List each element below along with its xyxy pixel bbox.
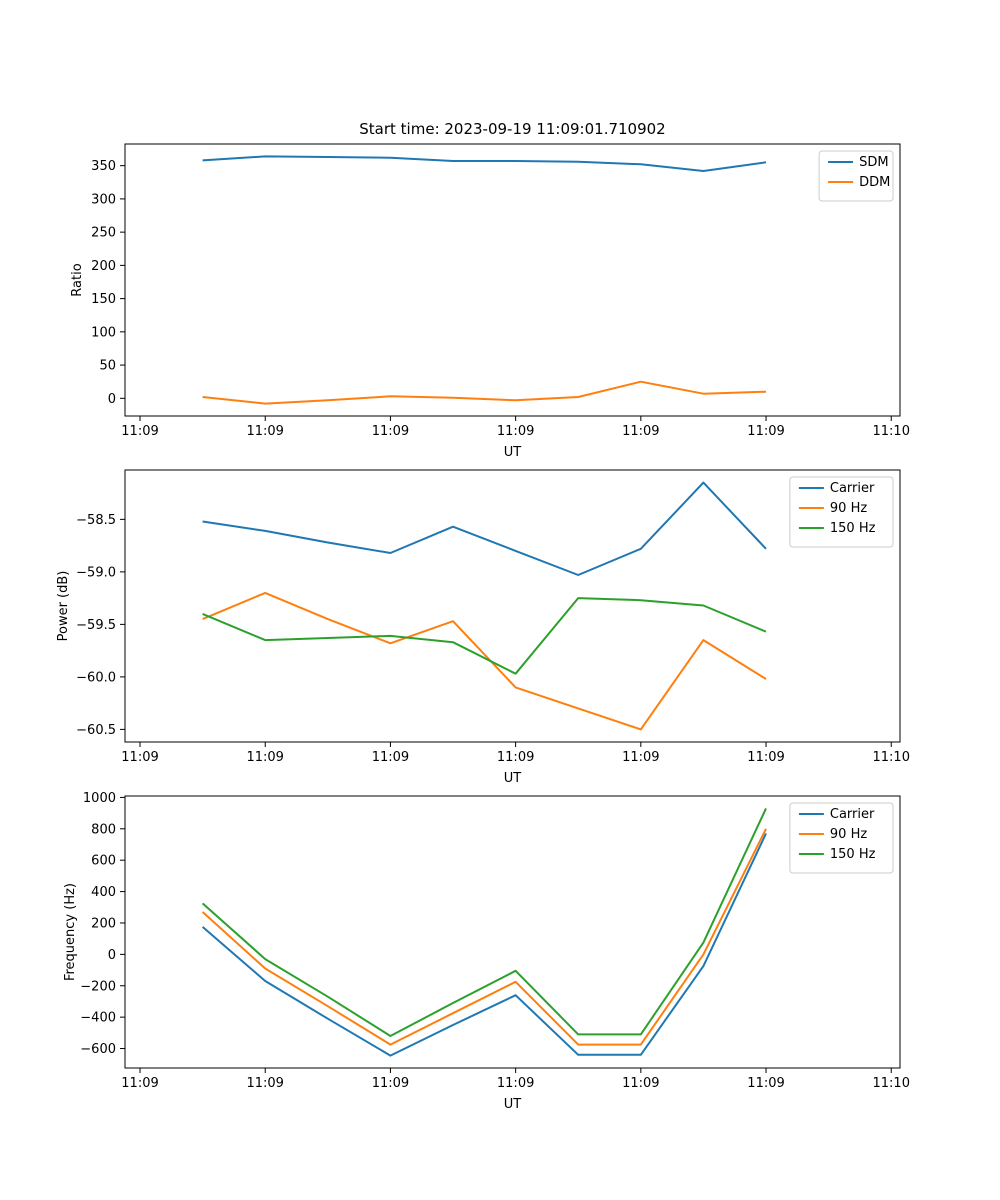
y-tick-label: 800 xyxy=(91,822,116,837)
legend: Carrier 90 Hz 150 Hz xyxy=(789,476,894,548)
y-tick-label: 0 xyxy=(108,392,116,407)
x-tick-label: 11:09 xyxy=(372,424,409,439)
y-tick-label: −58.5 xyxy=(76,513,116,528)
y-tick-label: 600 xyxy=(91,854,116,869)
x-tick-label: 11:09 xyxy=(747,1076,784,1091)
legend-frame xyxy=(789,476,894,548)
y-tick-label: −59.5 xyxy=(76,618,116,633)
series-line-90-hz xyxy=(202,591,767,731)
y-tick-label: 1000 xyxy=(83,791,116,806)
legend-label: SDM xyxy=(859,155,888,170)
axes-frame xyxy=(124,469,901,743)
x-tick-label: 11:09 xyxy=(622,424,659,439)
y-axis-label: Ratio xyxy=(70,263,85,296)
x-tick-label: 11:10 xyxy=(873,750,910,765)
legend-label: 150 Hz xyxy=(830,847,876,862)
x-tick-label: 11:09 xyxy=(622,750,659,765)
y-tick-label: −400 xyxy=(80,1011,116,1026)
y-axis-label: Power (dB) xyxy=(56,571,71,642)
y-tick-label: −59.0 xyxy=(76,565,116,580)
y-tick-label: 400 xyxy=(91,885,116,900)
x-axis-label: UT xyxy=(504,445,522,460)
series-line-sdm xyxy=(202,155,767,172)
legend-label: 90 Hz xyxy=(830,501,867,516)
y-tick-label: −60.0 xyxy=(76,670,116,685)
series-line-90-hz xyxy=(201,828,767,1046)
y-tick-label: 200 xyxy=(91,916,116,931)
legend-label: DDM xyxy=(859,175,890,190)
legend: SDM DDM xyxy=(818,150,894,202)
x-tick-label: 11:09 xyxy=(246,750,283,765)
legend-label: Carrier xyxy=(830,481,875,496)
x-tick-label: 11:10 xyxy=(873,424,910,439)
subplot-2: 11:09 11:09 11:09 11:09 11:09 11:09 11:10 −60.5… xyxy=(56,469,910,786)
y-tick-label: 350 xyxy=(91,159,116,174)
series-line-carrier xyxy=(201,833,767,1057)
y-tick-label: −200 xyxy=(80,979,116,994)
x-axis-label: UT xyxy=(504,771,522,786)
y-tick-label: 300 xyxy=(91,192,116,207)
y-tick-label: 200 xyxy=(91,259,116,274)
legend-label: 150 Hz xyxy=(830,521,876,536)
x-tick-label: 11:09 xyxy=(246,424,283,439)
legend-label: Carrier xyxy=(830,807,875,822)
x-axis-label: UT xyxy=(504,1097,522,1112)
x-tick-label: 11:09 xyxy=(747,750,784,765)
x-tick-label: 11:09 xyxy=(497,1076,534,1091)
legend-frame xyxy=(818,150,894,202)
y-axis-label: Frequency (Hz) xyxy=(63,883,78,981)
y-tick-label: 50 xyxy=(99,359,116,374)
x-tick-label: 11:09 xyxy=(121,424,158,439)
axes-frame xyxy=(124,795,901,1069)
y-tick-label: −60.5 xyxy=(76,723,116,738)
legend-label: 90 Hz xyxy=(830,827,867,842)
series-line-150-hz xyxy=(202,597,767,675)
subplot-1: 11:09 11:09 11:09 11:09 11:09 11:09 11:10 0 50 10… xyxy=(70,143,910,460)
axes-frame xyxy=(124,143,901,417)
x-tick-label: 11:09 xyxy=(372,1076,409,1091)
x-tick-label: 11:09 xyxy=(747,424,784,439)
y-tick-label: −600 xyxy=(80,1042,116,1057)
legend: Carrier 90 Hz 150 Hz xyxy=(789,802,894,874)
x-tick-label: 11:09 xyxy=(246,1076,283,1091)
y-tick-label: 150 xyxy=(91,292,116,307)
x-tick-label: 11:09 xyxy=(372,750,409,765)
x-tick-label: 11:09 xyxy=(121,750,158,765)
y-tick-label: 100 xyxy=(91,325,116,340)
series-line-ddm xyxy=(202,380,767,405)
x-tick-label: 11:10 xyxy=(873,1076,910,1091)
x-tick-label: 11:09 xyxy=(622,1076,659,1091)
series-line-carrier xyxy=(202,481,767,576)
legend-frame xyxy=(789,802,894,874)
x-tick-label: 11:09 xyxy=(497,424,534,439)
series-line-150-hz xyxy=(201,807,767,1037)
x-tick-label: 11:09 xyxy=(121,1076,158,1091)
figure-title: Start time: 2023-09-19 11:09:01.710902 xyxy=(359,120,666,138)
subplot-3: 11:09 11:09 11:09 11:09 11:09 11:09 11:10 −600 −… xyxy=(63,791,910,1112)
y-tick-label: 0 xyxy=(108,948,116,963)
x-tick-label: 11:09 xyxy=(497,750,534,765)
y-tick-label: 250 xyxy=(91,226,116,241)
